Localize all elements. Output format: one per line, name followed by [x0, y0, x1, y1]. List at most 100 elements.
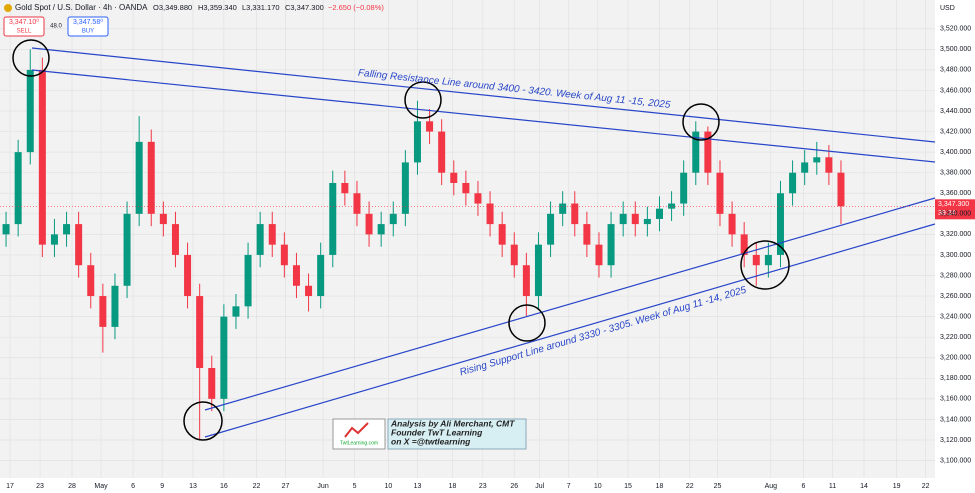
x-tick-label: 5 [353, 483, 357, 490]
credit-line: on X =@twtlearning [391, 436, 471, 446]
circle [508, 304, 546, 342]
header: Gold Spot / U.S. Dollar · 4h · OANDA O3,… [3, 3, 384, 37]
y-tick-label: 3,320.000 [940, 231, 971, 238]
candle-body [135, 141, 143, 214]
candle-body [63, 224, 71, 235]
candle-body [607, 224, 615, 266]
y-tick-label: 3,480.000 [940, 67, 971, 74]
ohlc-open: O3,349.880 [153, 3, 192, 12]
x-tick-label: 18 [656, 483, 664, 490]
spread: 48.0 [50, 24, 62, 30]
circle [183, 401, 223, 441]
credit-box [387, 418, 527, 450]
candle-body [317, 254, 325, 297]
candle-body [534, 244, 542, 297]
candle-body [728, 213, 736, 235]
candle-body [704, 131, 712, 173]
candle-body [837, 172, 845, 207]
x-tick-label: 10 [385, 483, 393, 490]
candle-body [825, 157, 833, 173]
buy-button[interactable] [67, 16, 109, 37]
x-tick-label: 11 [829, 483, 836, 490]
last-price: 3,347.300 [938, 201, 969, 208]
candle-body [583, 224, 591, 245]
time-axis [0, 478, 935, 493]
circle [682, 103, 720, 141]
last-price-box [935, 199, 975, 220]
y-tick-label: 3,440.000 [940, 108, 971, 115]
candle-body [401, 162, 409, 214]
credit-line: Founder TwT Learning [391, 427, 483, 437]
ohlc-high: H3,359.340 [198, 3, 237, 12]
candle-body [595, 244, 603, 266]
candle-body [522, 265, 530, 297]
ohlc-low: L3,331.170 [242, 3, 280, 12]
candle-body [764, 254, 772, 266]
buy-price: 3,347.58⁰ [73, 18, 103, 26]
circle [12, 39, 50, 77]
candle-body [329, 182, 337, 255]
candle-body [208, 368, 216, 399]
y-tick-label: 3,360.000 [940, 190, 971, 197]
candle-body [256, 224, 264, 255]
candle-body [619, 213, 627, 225]
candle-body [498, 224, 506, 245]
x-tick-label: 27 [282, 483, 290, 490]
candle-body [99, 296, 107, 327]
y-tick-label: 3,180.000 [940, 375, 971, 382]
x-tick-label: 10 [594, 483, 602, 490]
candle-body [413, 121, 421, 163]
candle-body [292, 265, 300, 286]
candle-body [680, 172, 688, 204]
candle-body [2, 224, 10, 235]
logo-text: TwtLearning.com [340, 440, 378, 446]
candle-body [159, 213, 167, 225]
candle-body [196, 296, 204, 369]
candle-body [643, 218, 651, 225]
x-tick-label: 18 [449, 483, 457, 490]
logo-icon [344, 422, 369, 438]
y-tick-label: 3,420.000 [940, 128, 971, 135]
y-tick-label: 3,160.000 [940, 396, 971, 403]
y-tick-label: 3,140.000 [940, 416, 971, 423]
symbol-icon [4, 4, 12, 12]
candle-body [668, 203, 676, 209]
candle-body [426, 121, 434, 132]
credit-line: Analysis by Ali Merchant, CMT [390, 418, 515, 428]
candle-body [353, 193, 361, 214]
support-line [204, 197, 936, 411]
candle-body [184, 254, 192, 297]
candle-body [813, 157, 821, 163]
candle-body [341, 182, 349, 194]
sell-button[interactable] [3, 16, 45, 37]
candle-body [87, 265, 95, 297]
candle-body [232, 306, 240, 317]
y-tick-label: 3,380.000 [940, 170, 971, 177]
candle-body [123, 213, 131, 286]
candle-body [220, 316, 228, 399]
x-tick-label: 14 [860, 483, 868, 490]
circle [740, 240, 790, 290]
candle-body [450, 172, 458, 183]
candle-body [510, 244, 518, 266]
symbol: Gold Spot / U.S. Dollar · 4h · OANDA [15, 3, 148, 12]
candle-body [571, 203, 579, 225]
y-tick-label: 3,100.000 [940, 457, 971, 464]
circle [404, 81, 442, 119]
sell-label: SELL [17, 29, 32, 35]
x-tick-label: 22 [253, 483, 261, 490]
candle-body [280, 244, 288, 266]
candle-body [38, 69, 46, 245]
candle-body [365, 213, 373, 235]
y-tick-label: 3,500.000 [940, 46, 971, 53]
x-tick-label: 7 [567, 483, 571, 490]
x-tick-label: 23 [36, 483, 44, 490]
x-tick-label: Aug [765, 483, 778, 490]
candle-body [171, 224, 179, 255]
x-tick-label: 28 [68, 483, 76, 490]
candle-body [740, 234, 748, 255]
candle-body [438, 131, 446, 173]
y-tick-label: 3,200.000 [940, 355, 971, 362]
x-tick-label: 16 [220, 483, 228, 490]
